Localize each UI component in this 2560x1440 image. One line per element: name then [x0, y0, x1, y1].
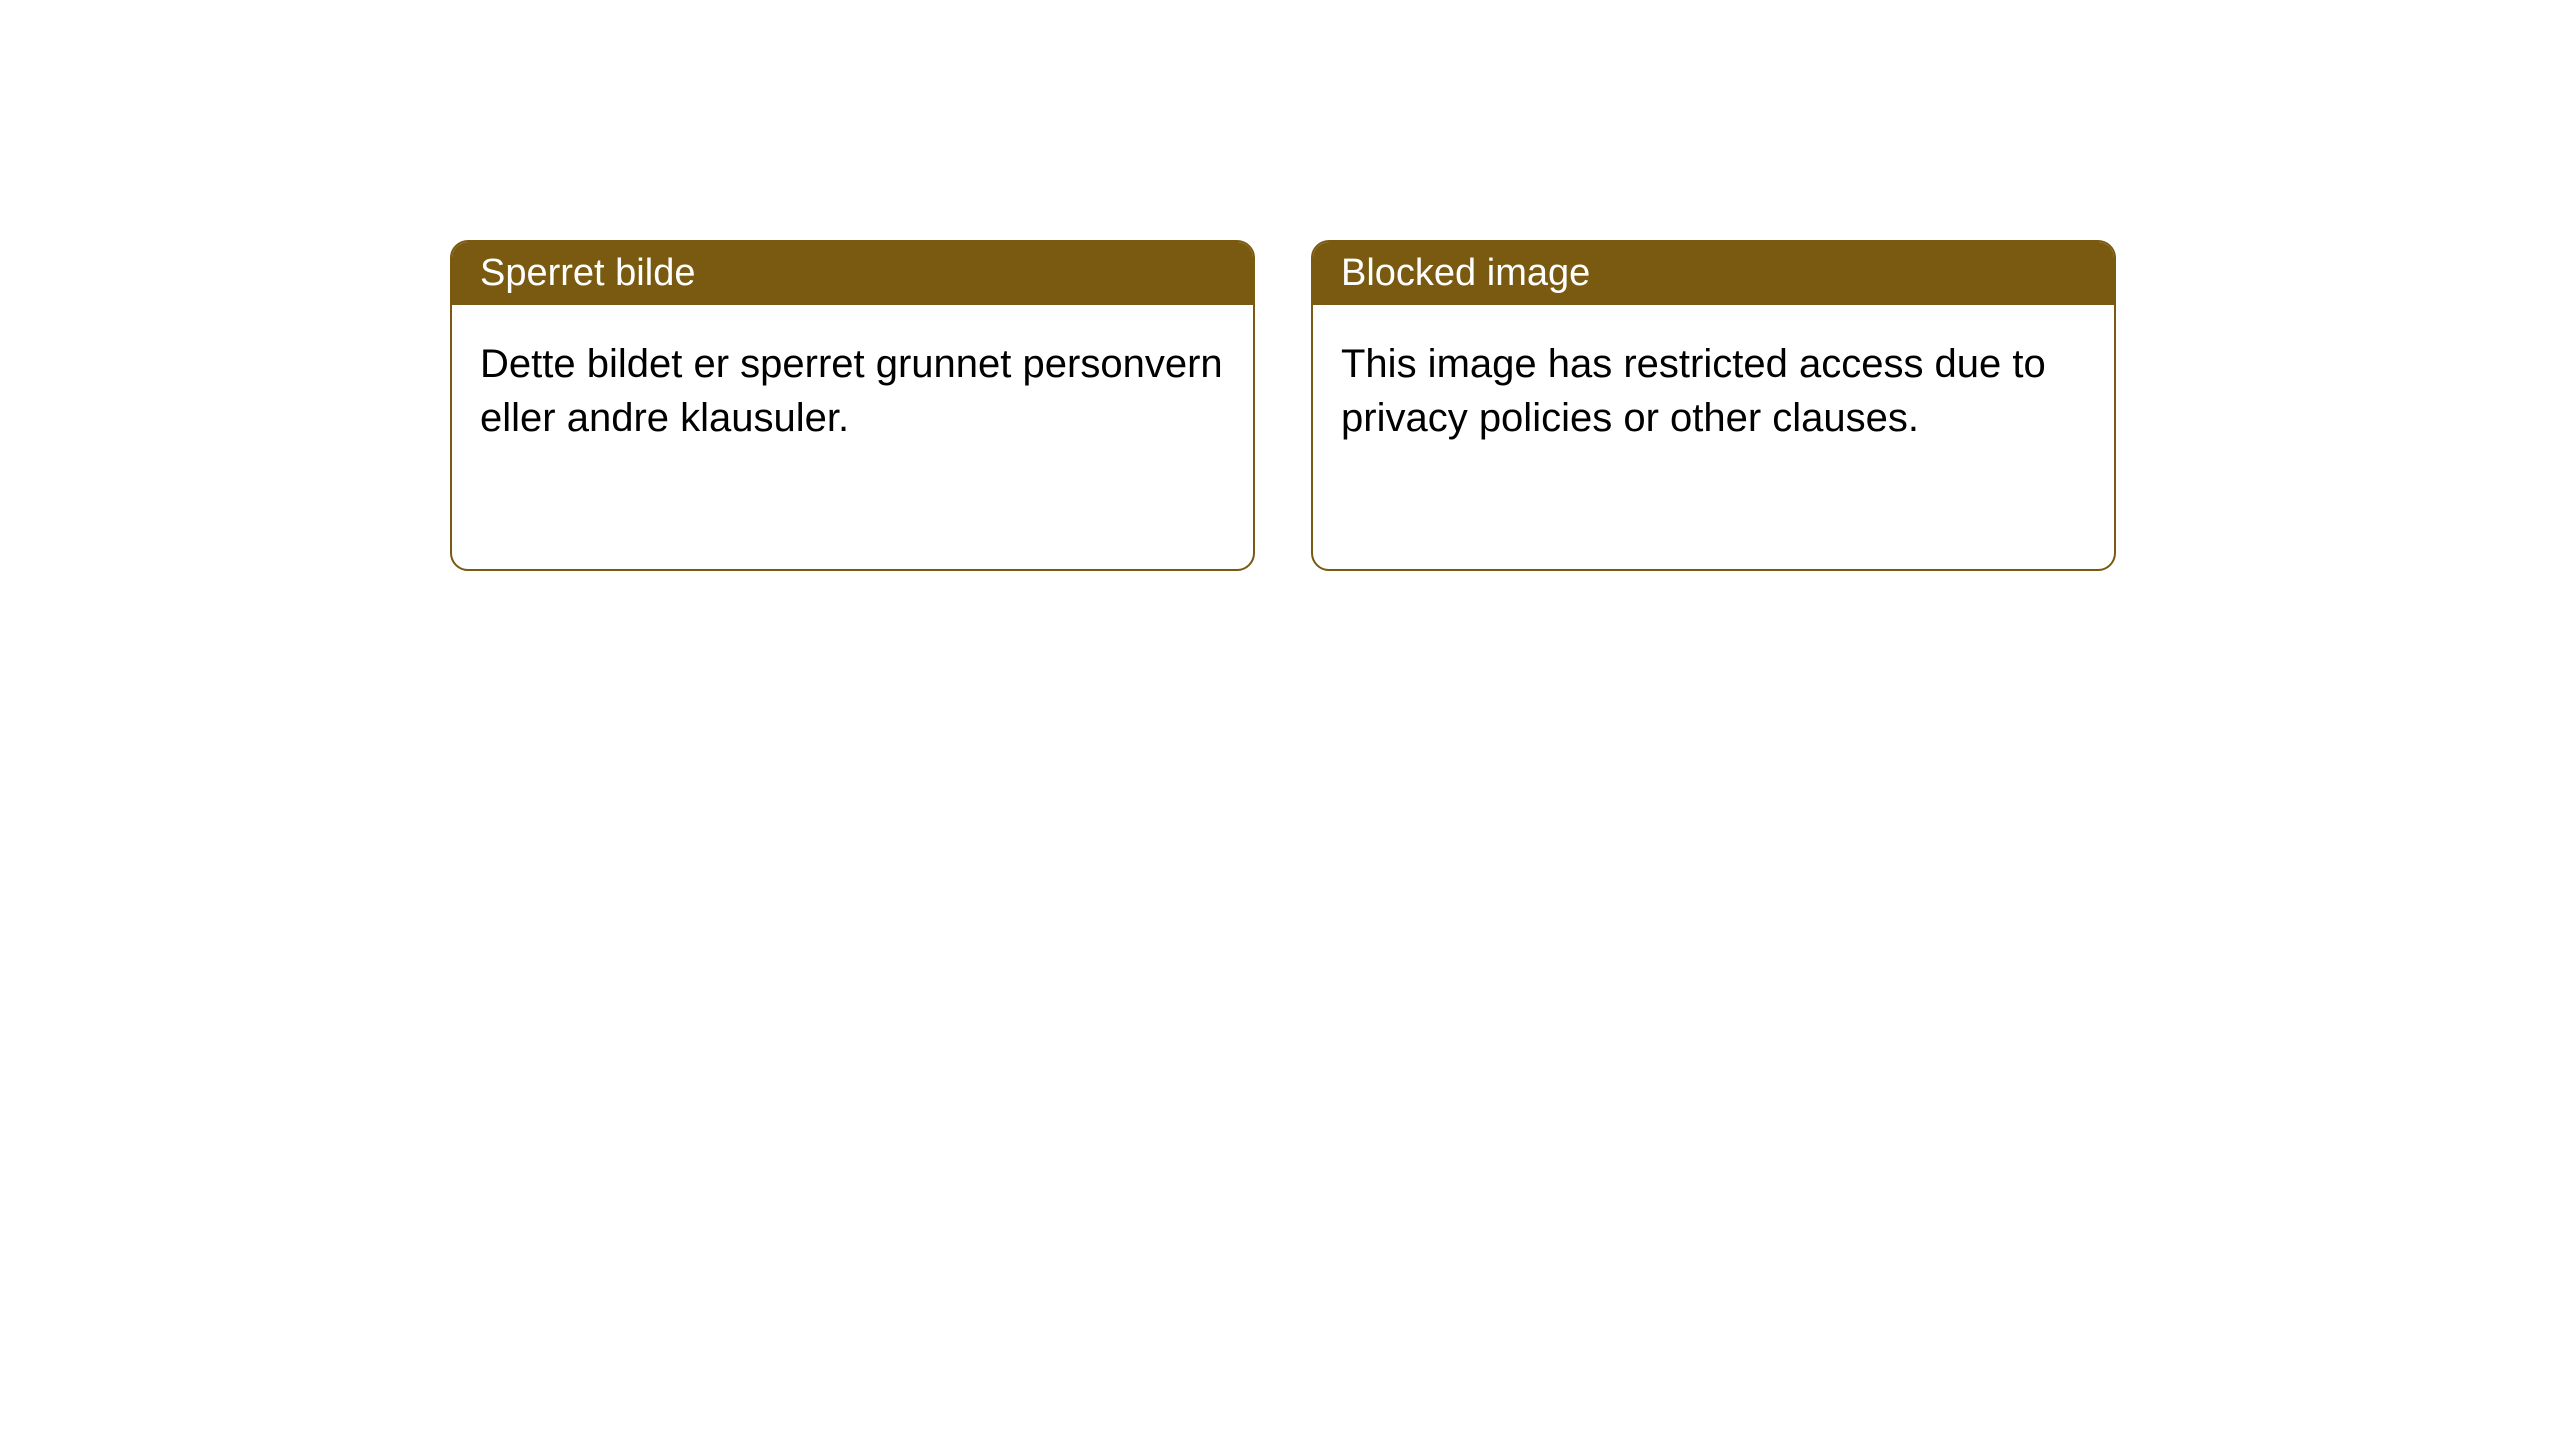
- notice-body-text: This image has restricted access due to …: [1341, 342, 2046, 440]
- notice-title: Sperret bilde: [480, 252, 695, 294]
- notice-header: Sperret bilde: [452, 242, 1253, 305]
- notice-body: This image has restricted access due to …: [1313, 305, 2114, 569]
- notice-body: Dette bildet er sperret grunnet personve…: [452, 305, 1253, 569]
- notice-header: Blocked image: [1313, 242, 2114, 305]
- notice-container: Sperret bilde Dette bildet er sperret gr…: [450, 240, 2116, 571]
- notice-title: Blocked image: [1341, 252, 1590, 294]
- notice-card-english: Blocked image This image has restricted …: [1311, 240, 2116, 571]
- notice-card-norwegian: Sperret bilde Dette bildet er sperret gr…: [450, 240, 1255, 571]
- notice-body-text: Dette bildet er sperret grunnet personve…: [480, 342, 1223, 440]
